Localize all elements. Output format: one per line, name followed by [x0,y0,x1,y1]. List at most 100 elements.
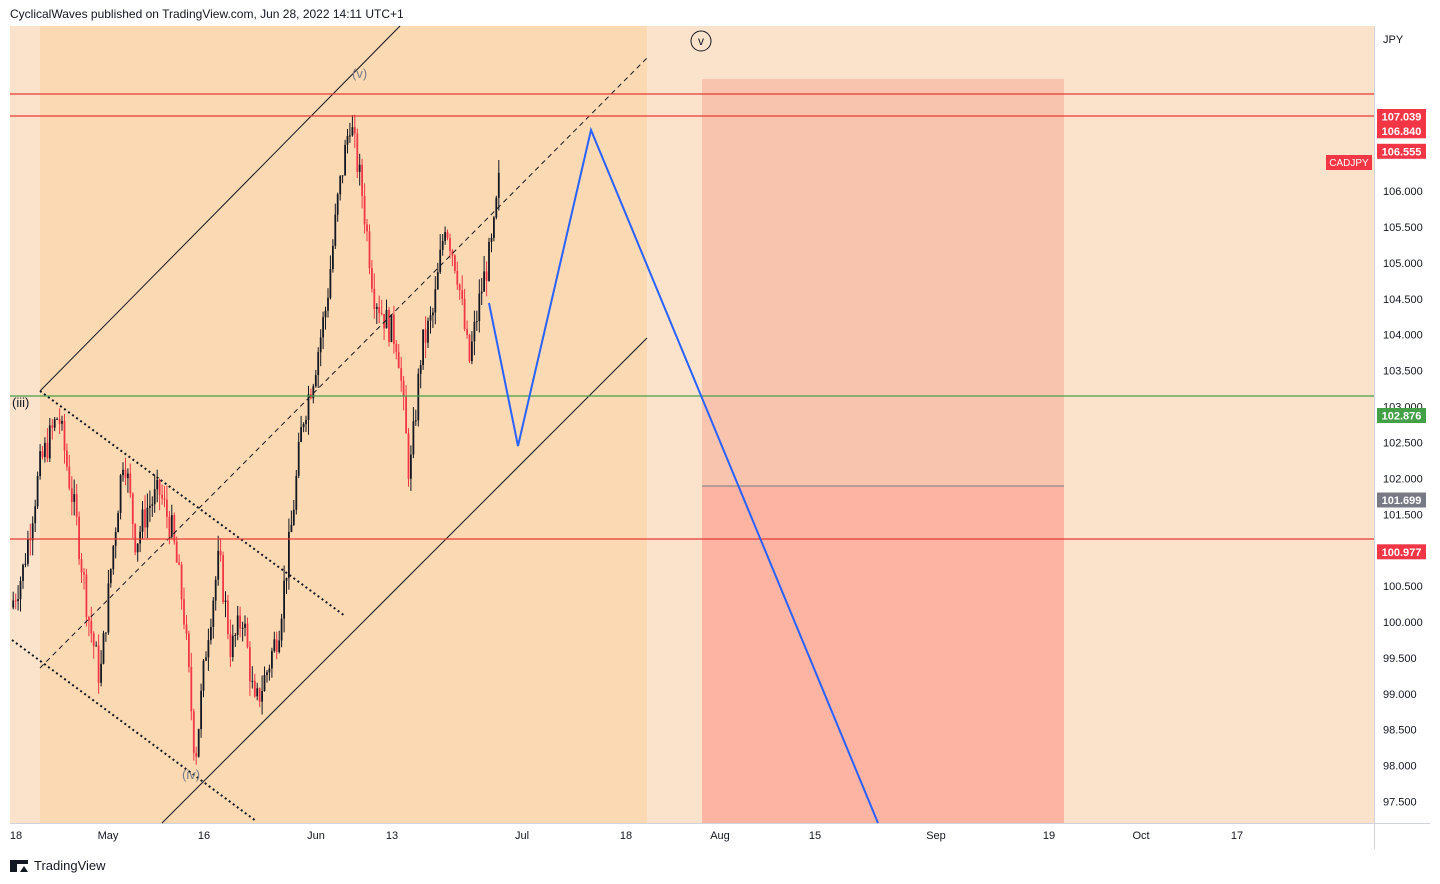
level-badge-label: 106.840 [1382,126,1422,138]
candle [178,554,180,566]
candle [454,254,456,274]
candle [434,276,437,325]
candle [185,615,188,640]
candle [417,368,420,427]
brand-label: TradingView [34,858,106,873]
candle [88,615,90,637]
candle [129,463,132,498]
candle [456,261,459,290]
candle [34,499,37,532]
candle [163,486,166,508]
candle [85,568,88,627]
y-tick-label: 100.000 [1383,617,1423,629]
candle [222,551,224,605]
candle [319,329,322,367]
candle [107,569,110,635]
candle [390,314,393,343]
candle [24,553,27,568]
candle [351,115,354,137]
candle [314,369,317,388]
candle [256,682,259,701]
candle [336,192,339,222]
candle [363,183,366,234]
candle [466,320,468,339]
candle [217,535,220,586]
x-tick-label: 18 [10,830,22,842]
candle [117,510,119,533]
candle [141,501,144,539]
level-badge-bg [1377,492,1426,508]
candle [51,419,54,440]
time-axis-background [10,823,1430,849]
candle [200,683,202,738]
candle [109,568,112,588]
candle [246,617,249,649]
candle [170,504,173,540]
candle [149,490,151,522]
candle [473,310,476,356]
candle [136,543,139,562]
candle [175,536,178,563]
candle [329,255,332,300]
candle [422,329,424,370]
publisher-line: CyclicalWaves published on TradingView.c… [10,7,404,21]
symbol-badge: CADJPY [1329,158,1369,169]
candle [31,516,34,556]
candle [146,493,149,539]
y-tick-label: 97.500 [1383,797,1417,809]
candle [39,444,41,480]
candle [412,407,415,459]
candle [122,462,124,482]
candle [324,306,327,330]
target-zone-lower [702,486,1064,823]
y-tick-label: 100.500 [1383,581,1423,593]
candle [275,631,278,660]
candle [41,446,44,460]
candle [344,139,346,176]
candle [231,624,234,662]
candle [224,591,227,618]
candle [332,239,334,273]
candle [427,317,429,348]
candle [192,708,195,761]
candle [366,219,368,242]
candle [463,288,466,332]
candle [307,385,310,435]
candle [439,234,442,274]
candle [183,587,185,630]
candle [234,632,237,647]
candle [124,457,127,486]
candle [156,469,159,503]
candle [471,331,473,365]
candle [429,306,432,334]
candle [92,631,95,659]
candle [48,418,51,462]
candle [497,160,500,211]
candle [346,129,349,154]
candle [97,634,100,694]
candle [444,226,446,245]
candle [485,261,488,297]
x-tick-labels: 18 May 16 Jun 13 Jul 18 Aug 15 Sep 19 Oct 17 [10,830,1243,842]
candle [236,605,239,641]
candle [17,585,19,611]
footer-brand[interactable]: TradingView [10,858,106,873]
wave-label-iii: (iii) [12,395,29,410]
candle [75,484,78,526]
candle [305,415,307,432]
candle [210,618,212,645]
candle [258,687,261,708]
candle [283,565,285,633]
candle [266,669,268,683]
candle [158,478,161,511]
candle [327,288,329,318]
candle [190,652,193,721]
candle [483,256,485,292]
candle [63,414,66,464]
candle [371,260,373,293]
candle [375,303,378,324]
candle [339,175,342,201]
candle [53,417,56,432]
x-tick-label: 18 [620,830,632,842]
